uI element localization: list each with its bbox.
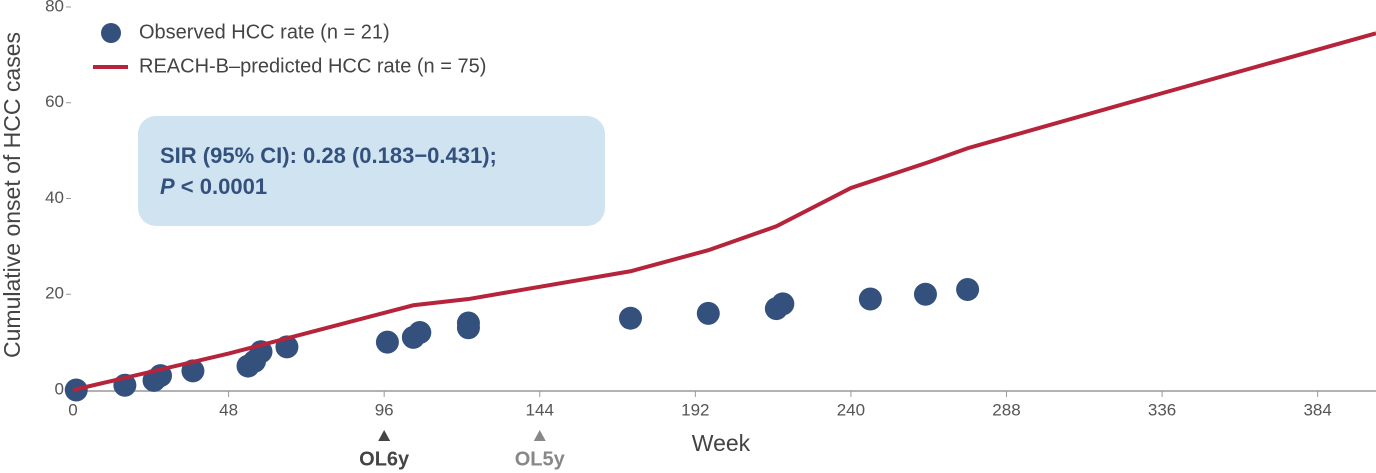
legend-label: REACH-B–predicted HCC rate (n = 75) — [139, 55, 486, 77]
x-tick-label: 192 — [681, 400, 709, 419]
point — [619, 306, 643, 330]
point — [456, 311, 480, 335]
y-tick-label: 40 — [45, 188, 64, 207]
x-tick-label: 144 — [526, 400, 554, 419]
y-tick-label: 20 — [45, 284, 64, 303]
line — [72, 31, 1376, 392]
x-axis-label: Week — [692, 430, 751, 456]
annotation-label: OL6y — [359, 448, 410, 470]
annotation-arrow — [378, 430, 391, 441]
textbox-italic: P — [160, 174, 175, 199]
legend-marker — [101, 23, 121, 43]
textbox-line: SIR (95% CI): 0.28 (0.183−0.431); — [160, 143, 497, 168]
point — [858, 287, 882, 311]
point — [375, 330, 399, 354]
point — [956, 277, 980, 301]
textbox — [138, 116, 605, 226]
y-tick-label: 80 — [45, 0, 64, 15]
annotation-arrow — [533, 430, 546, 441]
point — [771, 292, 795, 316]
point — [696, 301, 720, 325]
annotation-label: OL5y — [515, 448, 566, 470]
x-tick-label: 96 — [375, 400, 394, 419]
textbox-text: < 0.0001 — [175, 174, 267, 199]
x-tick-label: 384 — [1303, 400, 1331, 419]
point — [408, 321, 432, 345]
x-tick-label: 48 — [219, 400, 238, 419]
textbox-line: P < 0.0001 — [160, 174, 267, 199]
point — [913, 282, 937, 306]
x-tick-label: 336 — [1148, 400, 1176, 419]
x-tick-label: 240 — [837, 400, 865, 419]
y-tick-label: 0 — [55, 379, 64, 398]
x-tick-label: 0 — [68, 400, 77, 419]
legend-label: Observed HCC rate (n = 21) — [139, 21, 390, 43]
x-tick-label: 288 — [992, 400, 1020, 419]
y-axis-label: Cumulative onset of HCC cases — [0, 32, 25, 358]
y-tick-label: 60 — [45, 92, 64, 111]
